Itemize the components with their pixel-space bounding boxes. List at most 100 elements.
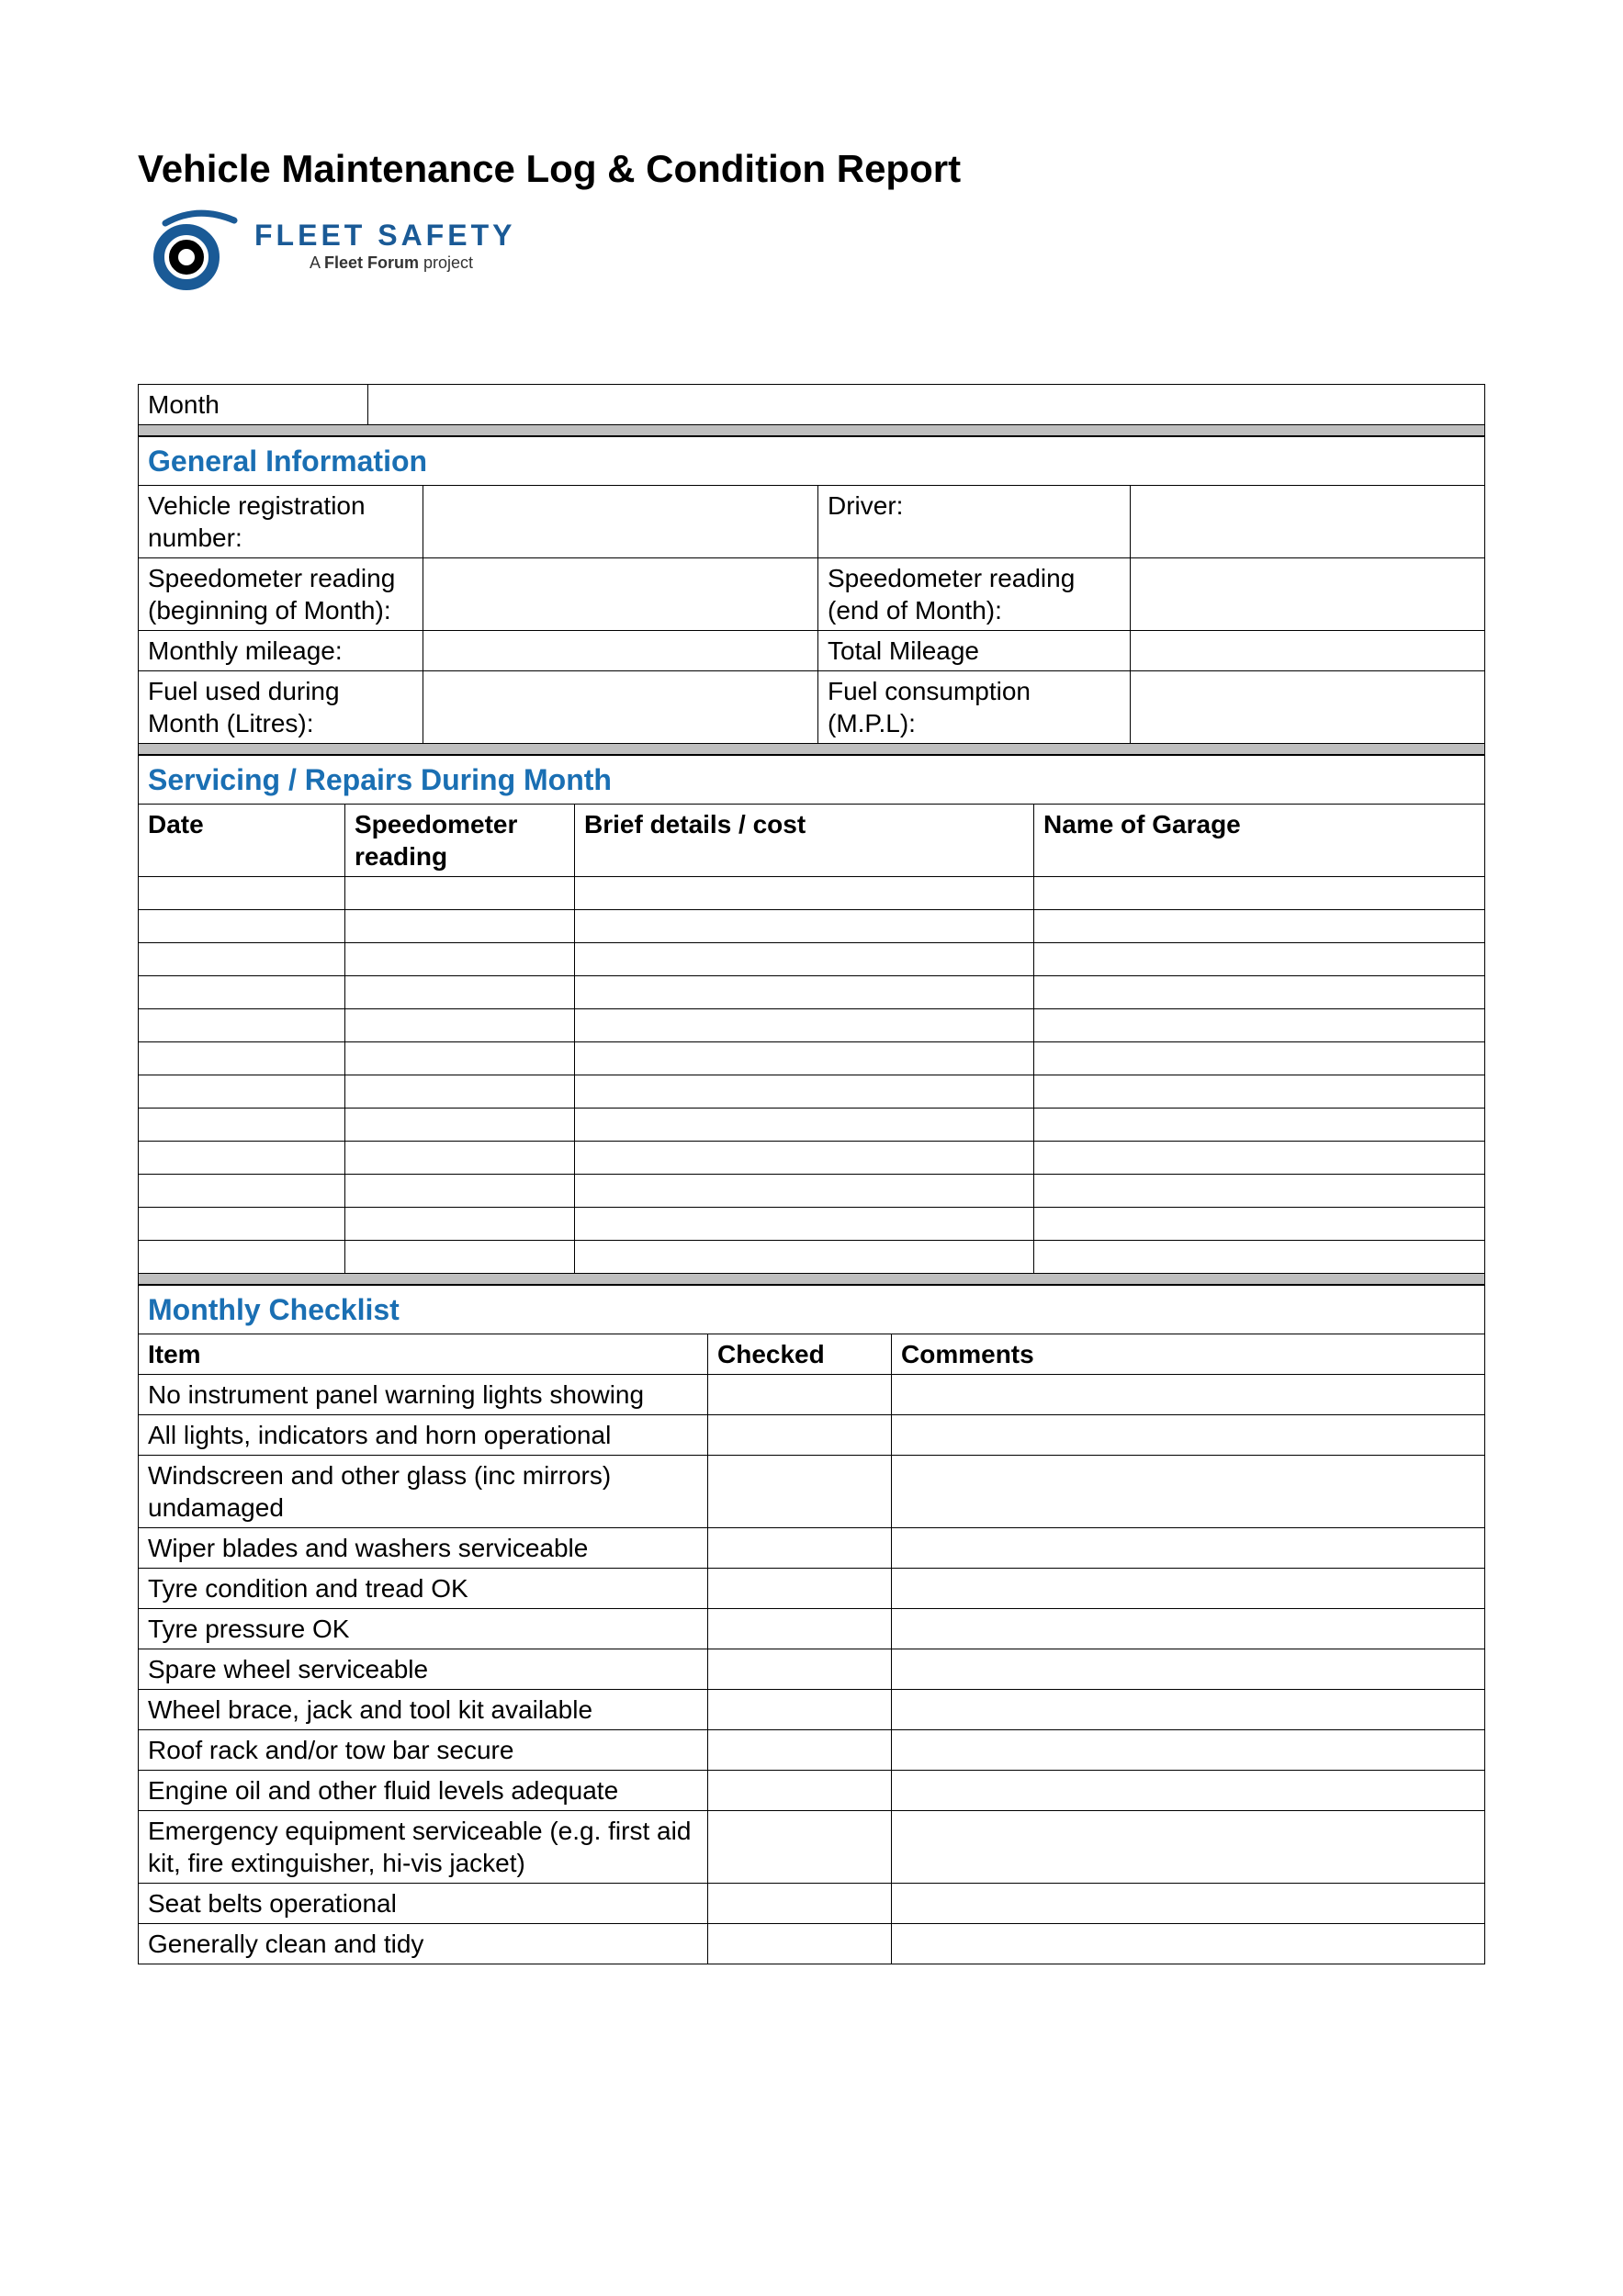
checklist-checked-cell[interactable] <box>708 1569 892 1609</box>
servicing-cell-garage[interactable] <box>1034 877 1485 910</box>
checklist-comments-cell[interactable] <box>892 1730 1485 1771</box>
servicing-cell-speedo[interactable] <box>345 1075 575 1109</box>
servicing-row <box>139 1042 1485 1075</box>
servicing-cell-date[interactable] <box>139 943 345 976</box>
checklist-row: Generally clean and tidy <box>139 1924 1485 1964</box>
month-value[interactable] <box>368 385 1485 425</box>
servicing-cell-date[interactable] <box>139 1109 345 1142</box>
checklist-checked-cell[interactable] <box>708 1771 892 1811</box>
checklist-comments-cell[interactable] <box>892 1569 1485 1609</box>
servicing-cell-details[interactable] <box>575 976 1034 1009</box>
general-left-value[interactable] <box>423 558 818 631</box>
servicing-cell-garage[interactable] <box>1034 1208 1485 1241</box>
servicing-cell-details[interactable] <box>575 1009 1034 1042</box>
checklist-item-label: Wheel brace, jack and tool kit available <box>139 1690 708 1730</box>
checklist-comments-cell[interactable] <box>892 1415 1485 1456</box>
servicing-cell-garage[interactable] <box>1034 1175 1485 1208</box>
servicing-cell-speedo[interactable] <box>345 1109 575 1142</box>
servicing-cell-date[interactable] <box>139 976 345 1009</box>
servicing-col-details: Brief details / cost <box>575 805 1034 877</box>
servicing-cell-details[interactable] <box>575 1175 1034 1208</box>
checklist-checked-cell[interactable] <box>708 1811 892 1884</box>
checklist-checked-cell[interactable] <box>708 1609 892 1649</box>
servicing-cell-date[interactable] <box>139 1175 345 1208</box>
servicing-cell-date[interactable] <box>139 1241 345 1274</box>
servicing-cell-speedo[interactable] <box>345 1175 575 1208</box>
checklist-row: No instrument panel warning lights showi… <box>139 1375 1485 1415</box>
checklist-checked-cell[interactable] <box>708 1528 892 1569</box>
servicing-cell-garage[interactable] <box>1034 1109 1485 1142</box>
servicing-cell-speedo[interactable] <box>345 910 575 943</box>
checklist-checked-cell[interactable] <box>708 1375 892 1415</box>
servicing-cell-date[interactable] <box>139 1208 345 1241</box>
servicing-cell-date[interactable] <box>139 1075 345 1109</box>
checklist-checked-cell[interactable] <box>708 1690 892 1730</box>
general-left-value[interactable] <box>423 486 818 558</box>
general-row: Monthly mileage:Total Mileage <box>139 631 1485 671</box>
servicing-cell-speedo[interactable] <box>345 1042 575 1075</box>
checklist-checked-cell[interactable] <box>708 1884 892 1924</box>
general-right-value[interactable] <box>1131 671 1485 744</box>
checklist-comments-cell[interactable] <box>892 1924 1485 1964</box>
servicing-cell-garage[interactable] <box>1034 976 1485 1009</box>
checklist-item-label: Emergency equipment serviceable (e.g. fi… <box>139 1811 708 1884</box>
checklist-comments-cell[interactable] <box>892 1456 1485 1528</box>
checklist-comments-cell[interactable] <box>892 1690 1485 1730</box>
checklist-comments-cell[interactable] <box>892 1649 1485 1690</box>
servicing-cell-speedo[interactable] <box>345 1241 575 1274</box>
general-left-value[interactable] <box>423 631 818 671</box>
checklist-col-comments: Comments <box>892 1334 1485 1375</box>
servicing-cell-speedo[interactable] <box>345 1009 575 1042</box>
checklist-comments-cell[interactable] <box>892 1375 1485 1415</box>
servicing-cell-date[interactable] <box>139 1042 345 1075</box>
servicing-cell-speedo[interactable] <box>345 877 575 910</box>
general-right-value[interactable] <box>1131 486 1485 558</box>
servicing-row <box>139 910 1485 943</box>
servicing-cell-garage[interactable] <box>1034 1075 1485 1109</box>
general-row: Vehicle registration number:Driver: <box>139 486 1485 558</box>
servicing-cell-details[interactable] <box>575 1208 1034 1241</box>
checklist-checked-cell[interactable] <box>708 1924 892 1964</box>
servicing-cell-details[interactable] <box>575 1075 1034 1109</box>
general-right-value[interactable] <box>1131 631 1485 671</box>
month-table: Month <box>138 384 1485 436</box>
servicing-cell-speedo[interactable] <box>345 1142 575 1175</box>
servicing-cell-details[interactable] <box>575 1109 1034 1142</box>
servicing-cell-details[interactable] <box>575 1241 1034 1274</box>
logo: FLEET SAFETY A Fleet Forum project <box>152 200 1485 292</box>
page: Vehicle Maintenance Log & Condition Repo… <box>0 0 1623 2296</box>
checklist-comments-cell[interactable] <box>892 1771 1485 1811</box>
general-right-value[interactable] <box>1131 558 1485 631</box>
servicing-cell-garage[interactable] <box>1034 1142 1485 1175</box>
servicing-cell-speedo[interactable] <box>345 943 575 976</box>
servicing-cell-garage[interactable] <box>1034 1042 1485 1075</box>
servicing-cell-speedo[interactable] <box>345 976 575 1009</box>
servicing-cell-speedo[interactable] <box>345 1208 575 1241</box>
checklist-checked-cell[interactable] <box>708 1456 892 1528</box>
servicing-cell-garage[interactable] <box>1034 1241 1485 1274</box>
servicing-cell-date[interactable] <box>139 1142 345 1175</box>
servicing-cell-details[interactable] <box>575 910 1034 943</box>
servicing-cell-garage[interactable] <box>1034 1009 1485 1042</box>
checklist-comments-cell[interactable] <box>892 1811 1485 1884</box>
servicing-cell-details[interactable] <box>575 943 1034 976</box>
servicing-cell-garage[interactable] <box>1034 943 1485 976</box>
servicing-cell-date[interactable] <box>139 1009 345 1042</box>
checklist-checked-cell[interactable] <box>708 1730 892 1771</box>
checklist-item-label: All lights, indicators and horn operatio… <box>139 1415 708 1456</box>
general-left-value[interactable] <box>423 671 818 744</box>
servicing-cell-details[interactable] <box>575 877 1034 910</box>
checklist-comments-cell[interactable] <box>892 1884 1485 1924</box>
checklist-checked-cell[interactable] <box>708 1415 892 1456</box>
servicing-cell-details[interactable] <box>575 1042 1034 1075</box>
servicing-cell-date[interactable] <box>139 877 345 910</box>
servicing-cell-date[interactable] <box>139 910 345 943</box>
checklist-row: Emergency equipment serviceable (e.g. fi… <box>139 1811 1485 1884</box>
checklist-checked-cell[interactable] <box>708 1649 892 1690</box>
servicing-cell-garage[interactable] <box>1034 910 1485 943</box>
checklist-comments-cell[interactable] <box>892 1528 1485 1569</box>
servicing-cell-details[interactable] <box>575 1142 1034 1175</box>
checklist-comments-cell[interactable] <box>892 1609 1485 1649</box>
general-left-label: Vehicle registration number: <box>139 486 423 558</box>
general-info-table: General Information Vehicle registration… <box>138 436 1485 755</box>
